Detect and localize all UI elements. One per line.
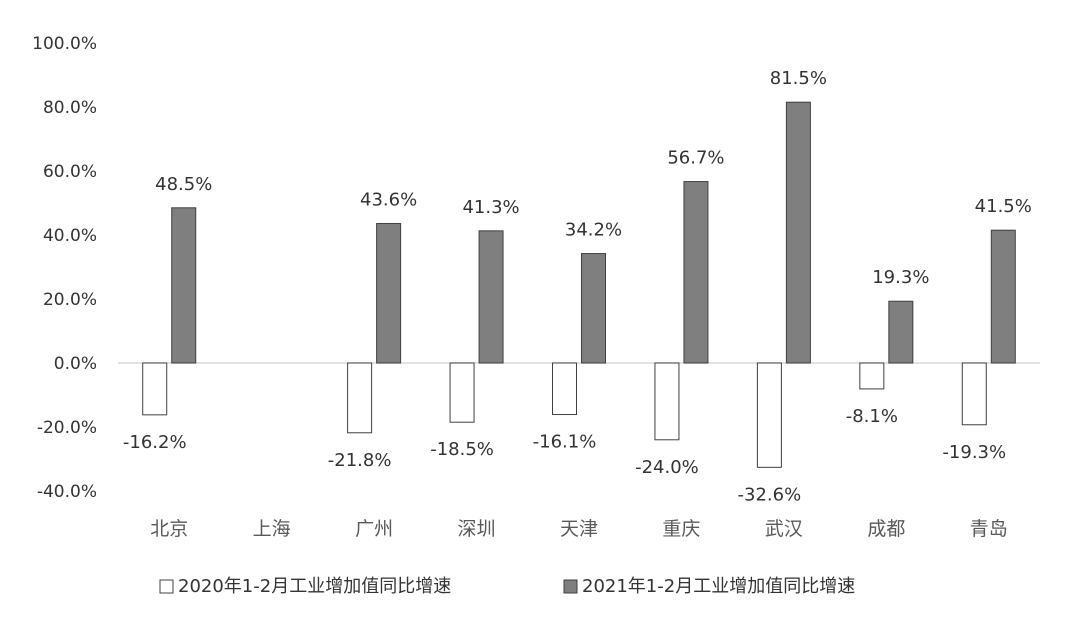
data-label-2021: 34.2% (565, 220, 622, 241)
x-category-label: 广州 (355, 518, 393, 540)
data-label-2021: 41.3% (462, 197, 519, 218)
bar-2021 (376, 222, 402, 364)
x-category-label: 天津 (560, 518, 598, 540)
y-tick-label: 80.0% (43, 98, 97, 118)
bar-2020 (552, 362, 577, 416)
y-tick-label: 40.0% (43, 226, 97, 246)
x-category-label: 重庆 (662, 518, 700, 540)
x-category-label: 北京 (150, 518, 188, 540)
bar-2020 (142, 362, 168, 416)
data-label-2021: 19.3% (872, 267, 929, 288)
data-label-2020: -16.2% (123, 432, 187, 453)
x-category-label: 深圳 (458, 518, 496, 540)
data-label-2021: 48.5% (155, 174, 212, 195)
y-tick-label: -40.0% (37, 482, 97, 502)
bar-2021 (888, 300, 914, 364)
bars-group (142, 101, 1016, 468)
data-label-2021: 41.5% (975, 196, 1032, 217)
legend-item-2020: 2020年1-2月工业增加值同比增速 (178, 576, 451, 597)
bar-2021 (581, 253, 606, 364)
legend-swatch (563, 579, 578, 594)
bar-2020 (347, 362, 373, 434)
data-label-2020: -32.6% (738, 484, 802, 505)
data-label-2020: -8.1% (846, 406, 898, 427)
data-label-2021: 81.5% (770, 68, 827, 89)
data-label-2020: -24.0% (635, 457, 699, 478)
x-category-label: 上海 (253, 518, 291, 540)
legend: 2020年1-2月工业增加值同比增速 2021年1-2月工业增加值同比增速 (159, 576, 855, 597)
data-label-2020: -19.3% (942, 442, 1006, 463)
y-tick-label: 60.0% (43, 162, 97, 182)
data-label-2020: -18.5% (430, 439, 494, 460)
bar-2021 (171, 207, 197, 364)
data-label-2020: -16.1% (533, 432, 597, 453)
y-tick-label: 20.0% (43, 290, 97, 310)
bar-2020 (449, 362, 475, 423)
y-tick-label: 0.0% (54, 354, 97, 374)
data-label-2021: 56.7% (667, 148, 724, 169)
bar-2020 (961, 362, 987, 426)
x-axis-categories: 北京 上海 广州 深圳 天津 重庆 武汉 成都 青岛 (150, 518, 1008, 540)
y-tick-label: 100.0% (32, 34, 97, 54)
data-labels-group: -16.2% 48.5% -21.8% 43.6% -18.5% 41.3% -16.1% 3… (123, 68, 1032, 505)
legend-swatch (159, 579, 174, 594)
bar-2021 (683, 181, 709, 364)
legend-item-2021: 2021年1-2月工业增加值同比增速 (582, 576, 855, 597)
x-category-label: 武汉 (765, 518, 803, 540)
x-category-label: 成都 (867, 518, 905, 540)
x-category-label: 青岛 (970, 518, 1008, 540)
data-label-2021: 43.6% (360, 189, 417, 210)
bar-2021 (990, 229, 1016, 364)
bar-2021 (785, 101, 811, 364)
bar-2020 (859, 362, 885, 390)
bar-2021 (478, 230, 504, 364)
y-axis-ticks: 100.0% 80.0% 60.0% 40.0% 20.0% 0.0% -20.0% -40.… (32, 34, 97, 502)
bar-2020 (756, 362, 782, 468)
y-tick-label: -20.0% (37, 418, 97, 438)
bar-2020 (654, 362, 680, 441)
data-label-2020: -21.8% (328, 450, 392, 471)
